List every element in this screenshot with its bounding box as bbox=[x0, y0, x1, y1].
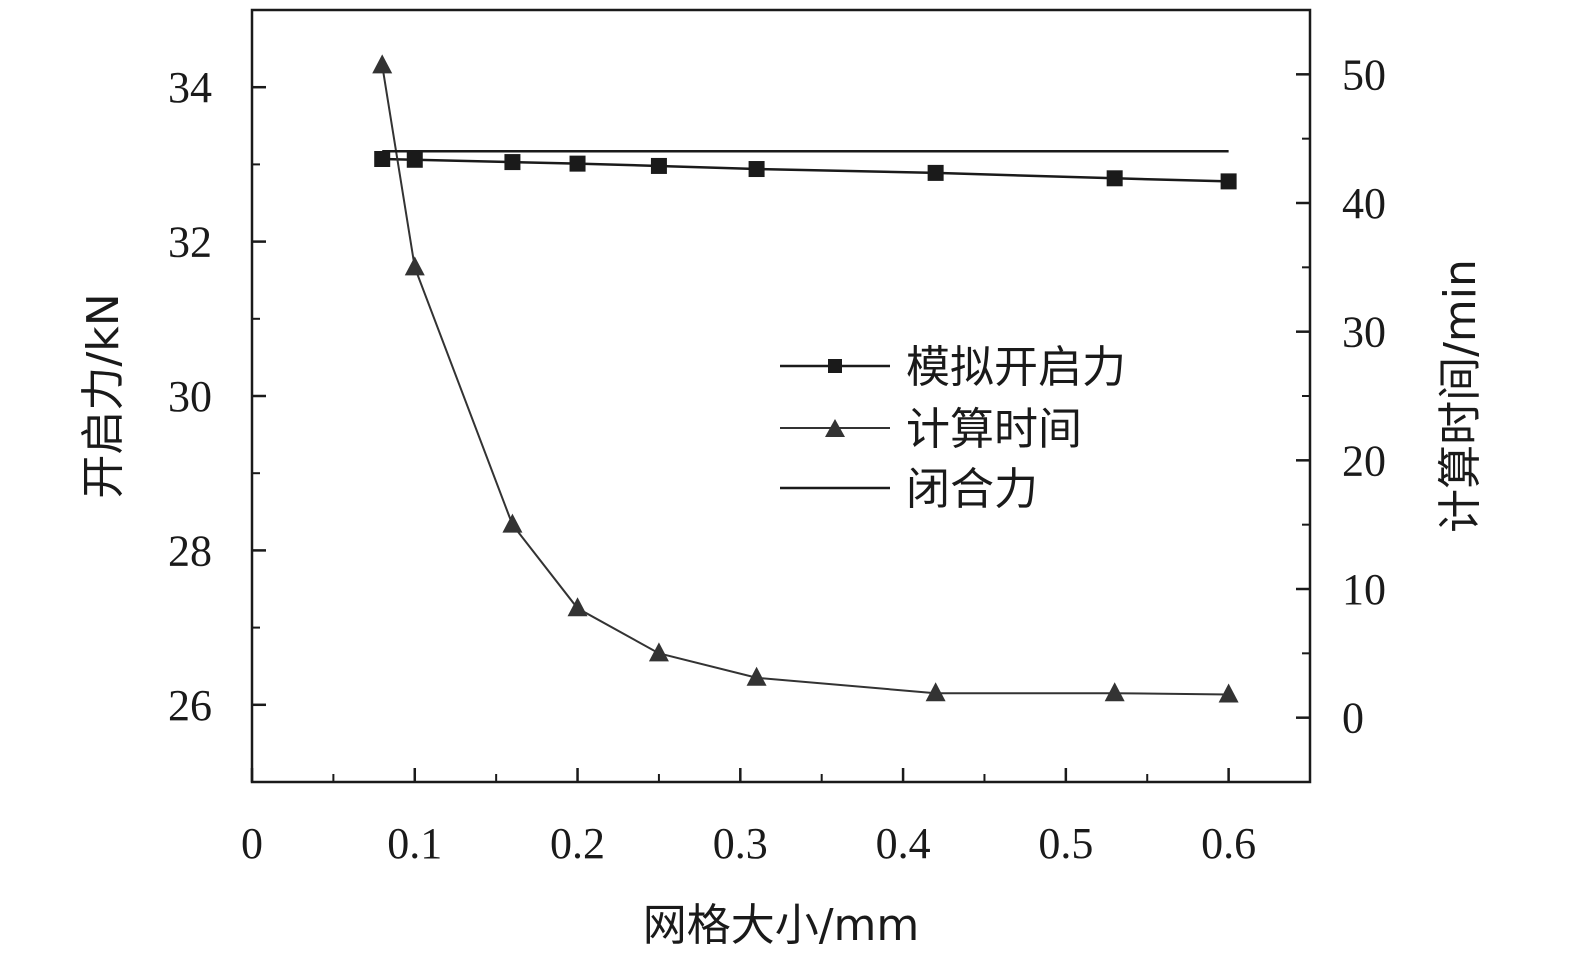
y-right-tick-label: 10 bbox=[1342, 565, 1386, 614]
legend-item-opening-force: 模拟开启力 bbox=[780, 342, 1126, 393]
y-left-tick-label: 28 bbox=[168, 526, 212, 575]
y-left-tick-label: 26 bbox=[168, 681, 212, 730]
legend: 模拟开启力 计算时间 闭合力 bbox=[780, 342, 1126, 515]
data-point-opening-force bbox=[1220, 173, 1237, 190]
data-point-opening-force bbox=[504, 154, 521, 171]
y-left-axis: 26 28 30 32 34 bbox=[168, 63, 266, 783]
data-point-compute-time bbox=[746, 666, 767, 686]
y-left-axis-title: 开启力/kN bbox=[78, 293, 129, 498]
legend-item-compute-time: 计算时间 bbox=[780, 404, 1082, 455]
data-point-compute-time bbox=[925, 682, 946, 702]
data-point-opening-force bbox=[569, 155, 586, 172]
data-point-opening-force bbox=[374, 150, 391, 167]
x-tick-label: 0.4 bbox=[876, 819, 931, 868]
y-left-tick-label: 32 bbox=[168, 218, 212, 267]
legend-label-opening-force: 模拟开启力 bbox=[906, 342, 1126, 393]
data-point-opening-force bbox=[748, 161, 765, 178]
data-point-opening-force bbox=[650, 157, 667, 174]
data-point-compute-time bbox=[404, 256, 425, 276]
legend-square-marker bbox=[828, 359, 842, 373]
data-point-compute-time bbox=[372, 54, 393, 74]
y-right-tick-label: 0 bbox=[1342, 694, 1364, 743]
y-left-tick-label: 34 bbox=[168, 63, 212, 112]
legend-label-closing-force: 闭合力 bbox=[906, 464, 1038, 515]
data-point-compute-time bbox=[1104, 682, 1125, 702]
data-point-compute-time bbox=[502, 513, 523, 533]
y-right-axis: 0 10 20 30 40 50 bbox=[1296, 50, 1386, 743]
x-tick-label: 0.6 bbox=[1201, 819, 1256, 868]
y-right-tick-label: 40 bbox=[1342, 179, 1386, 228]
data-point-opening-force bbox=[927, 164, 944, 181]
data-point-opening-force bbox=[406, 151, 423, 168]
x-tick-label: 0 bbox=[241, 819, 263, 868]
data-point-opening-force bbox=[1106, 170, 1123, 187]
plot-frame bbox=[250, 8, 1312, 784]
x-axis-title: 网格大小/mm bbox=[643, 900, 920, 951]
data-point-compute-time bbox=[567, 597, 588, 617]
series-layer bbox=[372, 54, 1239, 703]
y-right-tick-label: 20 bbox=[1342, 436, 1386, 485]
x-tick-label: 0.5 bbox=[1038, 819, 1093, 868]
x-axis: 0 0.1 0.2 0.3 0.4 0.5 0.6 bbox=[241, 768, 1256, 868]
y-right-axis-title: 计算时间/min bbox=[1435, 259, 1486, 533]
data-point-compute-time bbox=[1218, 683, 1239, 703]
y-right-tick-label: 30 bbox=[1342, 308, 1386, 357]
legend-item-closing-force: 闭合力 bbox=[780, 464, 1038, 515]
y-left-tick-label: 30 bbox=[168, 372, 212, 421]
legend-label-compute-time: 计算时间 bbox=[906, 404, 1082, 455]
legend-triangle-marker bbox=[825, 419, 845, 437]
x-tick-label: 0.2 bbox=[550, 819, 605, 868]
x-tick-label: 0.3 bbox=[713, 819, 768, 868]
x-tick-label: 0.1 bbox=[387, 819, 442, 868]
y-right-tick-label: 50 bbox=[1342, 50, 1386, 99]
data-point-compute-time bbox=[648, 642, 669, 662]
